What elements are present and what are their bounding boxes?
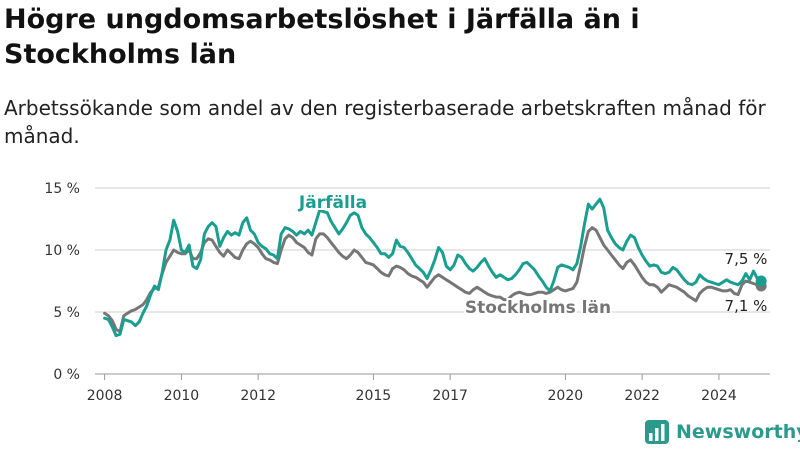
x-tick-label: 2017 <box>432 388 468 404</box>
series-line-jarfalla <box>103 197 763 338</box>
x-tick-label: 2012 <box>240 388 276 404</box>
y-tick-label: 10 % <box>44 243 80 259</box>
y-tick-label: 15 % <box>44 181 80 197</box>
x-tick-label: 2010 <box>164 388 200 404</box>
x-tick-label: 2015 <box>356 388 392 404</box>
newsworthy-bar-chart-logo-icon <box>645 420 669 444</box>
end-value-label-jarfalla: 7,5 % <box>725 250 768 268</box>
series-name-label-jarfalla: Järfälla <box>298 193 367 213</box>
x-tick-label: 2020 <box>548 388 584 404</box>
y-tick-label: 0 % <box>53 367 80 383</box>
series-lines <box>103 197 767 338</box>
x-tick-label: 2008 <box>87 388 123 404</box>
page-title: Högre ungdomsarbetslöshet i Järfälla än … <box>4 4 640 70</box>
y-axis-tick-labels: 0 % 5 % 10 % 15 % <box>44 181 80 383</box>
x-axis-tick-labels: 2008 2010 2012 2015 2017 2020 2022 2024 <box>87 374 737 404</box>
newsworthy-logo: Newsworthy <box>644 419 800 445</box>
brand-name: Newsworthy <box>676 421 800 443</box>
x-tick-label: 2022 <box>624 388 660 404</box>
series-name-label-stockholms-lan: Stockholms län <box>465 298 611 318</box>
end-point-jarfalla <box>755 275 767 287</box>
series-labels: Järfälla Stockholms län 7,5 % 7,1 % <box>296 191 768 320</box>
end-value-label-stockholms-lan: 7,1 % <box>725 297 768 315</box>
y-tick-label: 5 % <box>53 305 80 321</box>
series-line-stockholms-lan <box>103 226 763 334</box>
gridlines <box>95 187 770 375</box>
page-subtitle: Arbetssökande som andel av den registerb… <box>4 96 766 148</box>
x-tick-label: 2024 <box>701 388 737 404</box>
